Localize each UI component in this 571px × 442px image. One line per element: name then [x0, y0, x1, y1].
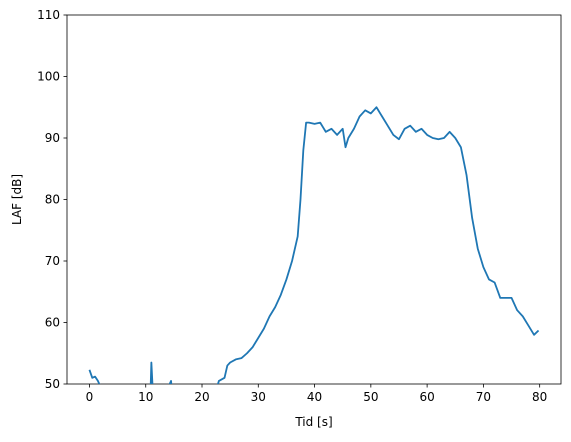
x-axis-label: Tid [s] [294, 415, 332, 429]
x-tick-label: 40 [307, 390, 322, 404]
x-tick-label: 70 [476, 390, 491, 404]
x-tick-label: 30 [251, 390, 266, 404]
y-axis-label: LAF [dB] [10, 174, 24, 225]
x-tick-label: 50 [363, 390, 378, 404]
x-tick-label: 80 [532, 390, 547, 404]
x-tick-label: 60 [419, 390, 434, 404]
x-tick-label: 0 [86, 390, 94, 404]
y-tick-label: 80 [45, 193, 60, 207]
axes-frame [66, 14, 562, 385]
y-tick-label: 60 [45, 316, 60, 330]
x-tick-label: 10 [138, 390, 153, 404]
x-tick-label: 20 [194, 390, 209, 404]
y-tick-label: 70 [45, 254, 60, 268]
data-line [88, 106, 540, 384]
y-tick-label: 110 [37, 8, 60, 22]
y-tick-label: 50 [45, 377, 60, 391]
y-tick-label: 90 [45, 131, 60, 145]
y-tick-label: 100 [37, 70, 60, 84]
